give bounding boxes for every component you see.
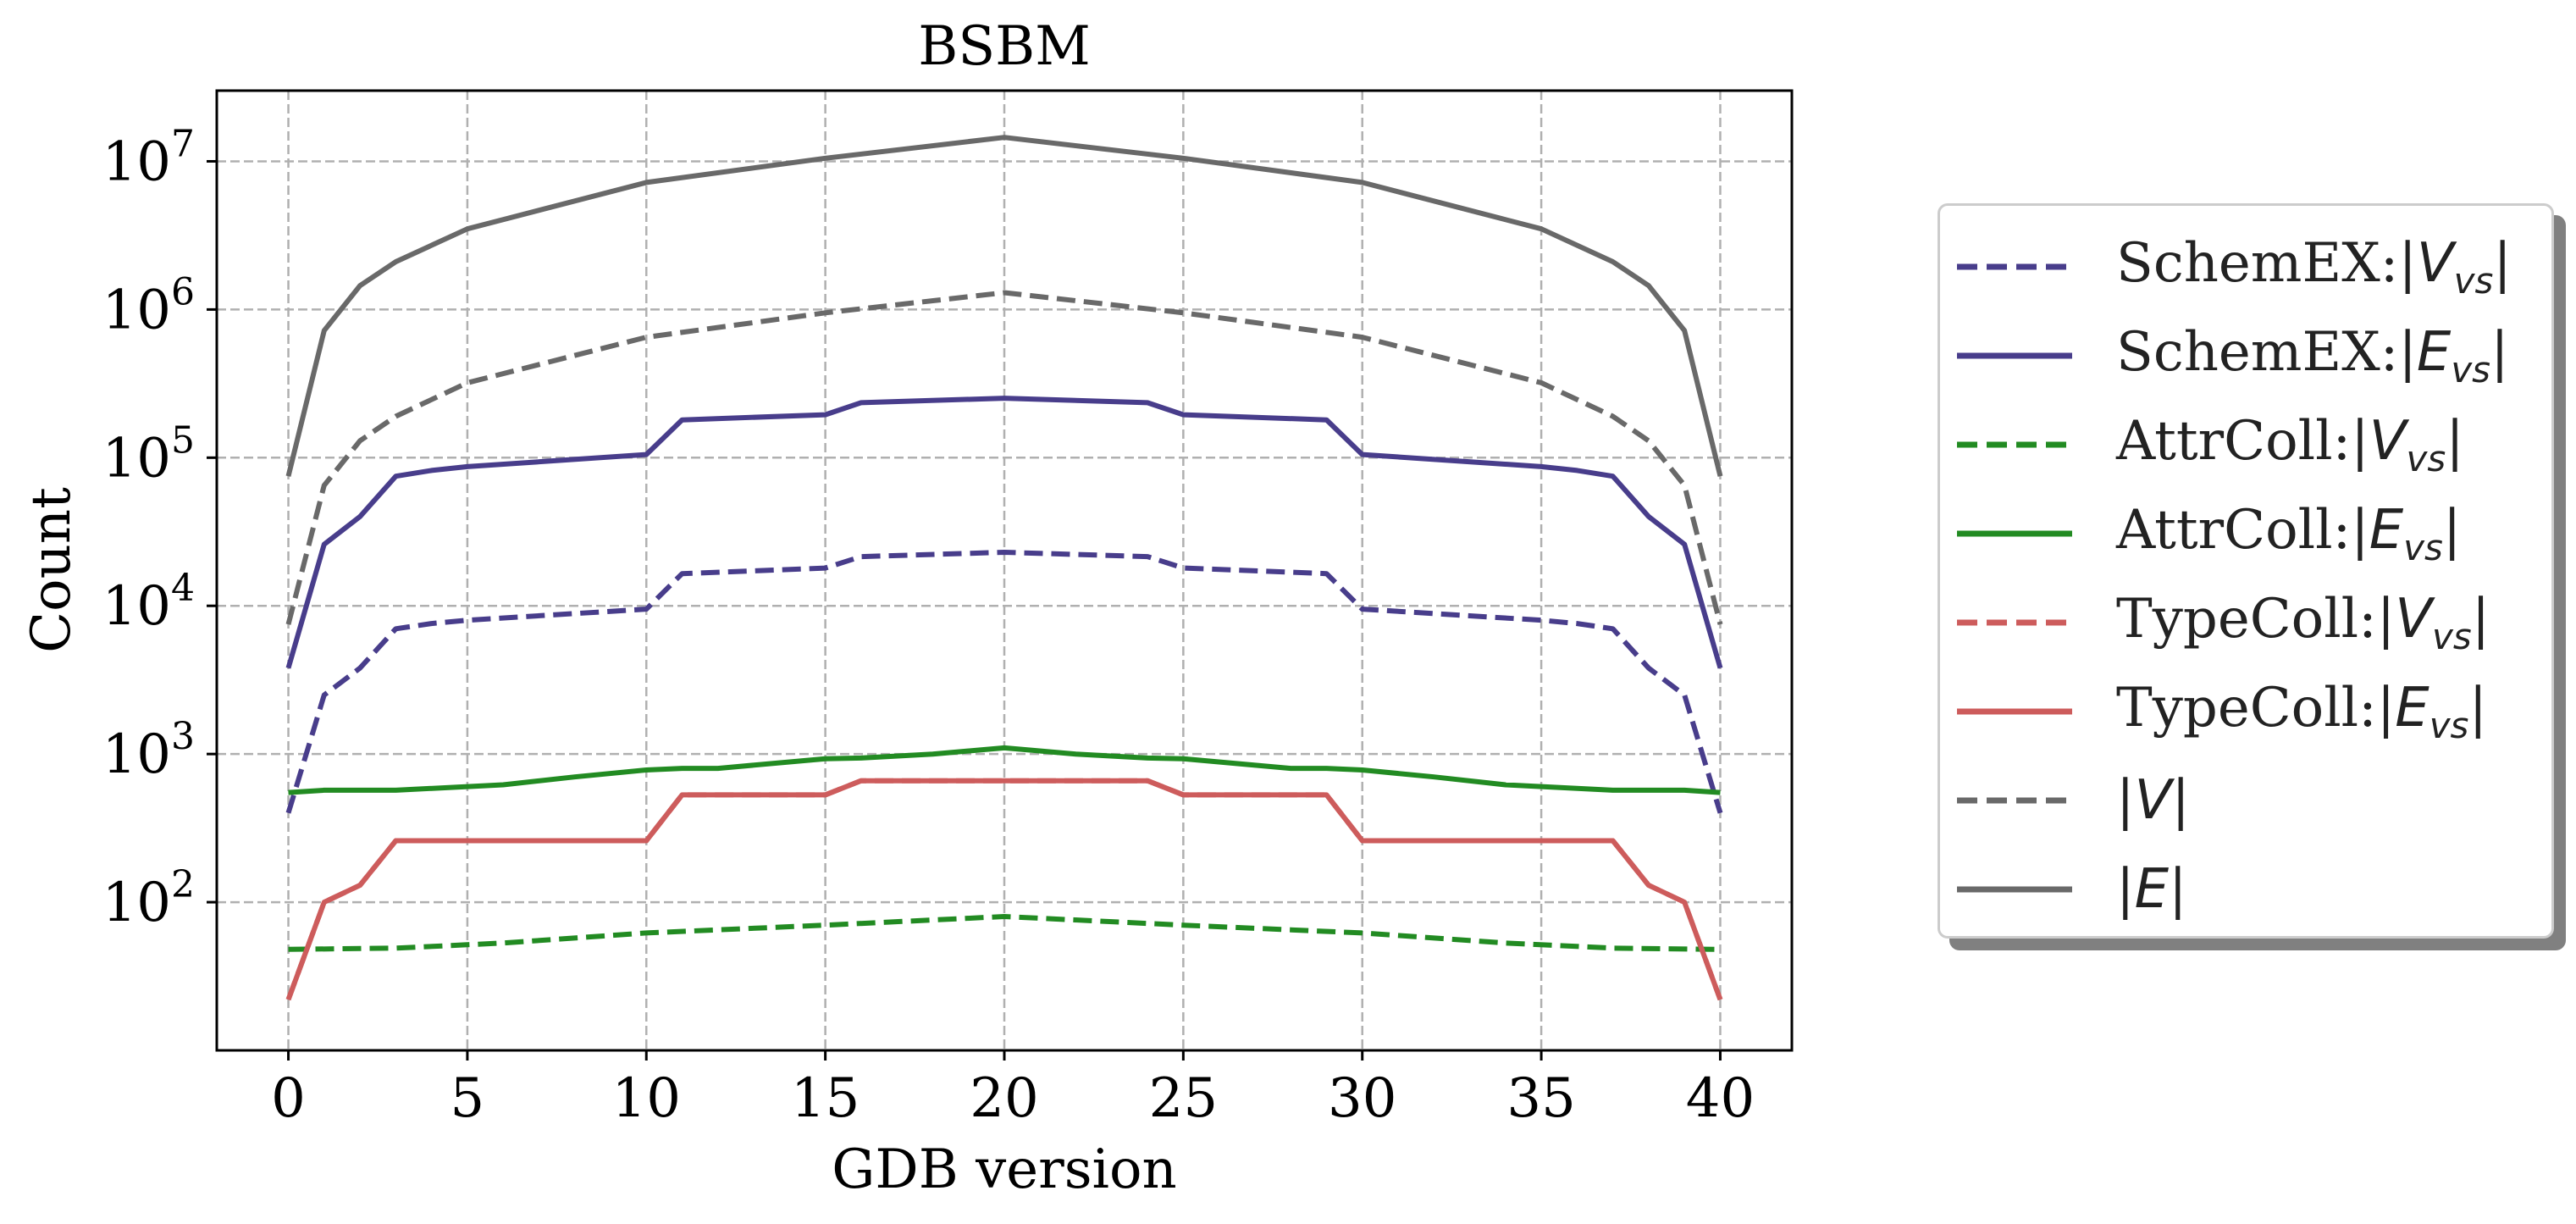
series-line-5 <box>285 778 1723 1001</box>
legend-label-subscript: vs <box>2451 348 2491 390</box>
x-tick-label: 30 <box>1328 1067 1396 1130</box>
legend-swatch <box>1957 886 2072 893</box>
y-axis-label: Count <box>20 487 83 653</box>
legend-label: |E| <box>2116 858 2187 921</box>
legend-item: TypeColl:|Vvs| <box>1955 580 2490 665</box>
series-lines <box>285 135 1723 1001</box>
x-tick-label: 25 <box>1149 1067 1218 1130</box>
y-tick-label: 107 <box>102 122 195 193</box>
legend-swatch <box>1957 619 2072 626</box>
legend-label: TypeColl:|Evs| <box>2116 677 2487 746</box>
legend-label-variable: V <box>2369 410 2407 474</box>
y-tick-exponent: 4 <box>171 567 195 610</box>
y-tick-base: 10 <box>102 279 171 341</box>
legend-item: SchemEX:|Evs| <box>1955 313 2509 398</box>
legend-item: |E| <box>1955 847 2187 932</box>
y-tick-base: 10 <box>102 427 171 490</box>
legend-item: |V| <box>1955 758 2190 843</box>
series-line-6 <box>285 290 1723 625</box>
y-tick-exponent: 7 <box>171 122 195 165</box>
legend-label-prefix: TypeColl: <box>2116 588 2377 651</box>
chart-title: BSBM <box>918 15 1090 78</box>
legend-item: SchemEX:|Vvs| <box>1955 224 2512 309</box>
series-line-0 <box>285 550 1723 814</box>
legend-label: TypeColl:|Vvs| <box>2116 588 2490 657</box>
series-line-2 <box>288 914 1721 952</box>
x-tick-label: 5 <box>451 1067 485 1130</box>
y-tick-label: 104 <box>102 567 195 638</box>
legend-label-variable: E <box>2416 321 2452 385</box>
legend-label-prefix: SchemEX: <box>2116 321 2399 385</box>
y-tick-label: 105 <box>102 418 195 490</box>
legend-label: AttrColl:|Vvs| <box>2116 410 2464 479</box>
x-axis-label: GDB version <box>832 1138 1177 1201</box>
y-tick-exponent: 6 <box>171 270 195 313</box>
legend-swatch <box>1957 530 2072 537</box>
legend-label-variable: V <box>2416 232 2454 296</box>
x-tick-label: 35 <box>1506 1067 1575 1130</box>
legend-swatch <box>1957 263 2072 270</box>
legend-label: SchemEX:|Evs| <box>2116 321 2509 390</box>
y-tick-base: 10 <box>102 872 171 934</box>
legend-label-subscript: vs <box>2429 704 2469 746</box>
x-tick-label: 10 <box>612 1067 681 1130</box>
y-tick-base: 10 <box>102 130 171 193</box>
y-tick-label: 103 <box>102 715 195 786</box>
legend-label-subscript: vs <box>2432 615 2472 657</box>
legend-label-variable: V <box>2134 769 2172 832</box>
y-tick-exponent: 5 <box>171 418 195 462</box>
legend-label-variable: V <box>2395 588 2433 651</box>
legend-label-prefix: AttrColl: <box>2116 410 2352 474</box>
y-tick-label: 102 <box>102 863 195 934</box>
x-tick-label: 20 <box>970 1067 1038 1130</box>
legend-label-prefix: TypeColl: <box>2116 677 2377 740</box>
legend-swatch <box>1957 352 2072 359</box>
legend-label-prefix: SchemEX: <box>2116 232 2399 296</box>
legend: SchemEX:|Vvs| SchemEX:|Evs| AttrColl:|Vvs|… <box>1938 203 2554 939</box>
series-line-7 <box>285 135 1723 477</box>
y-tick-base: 10 <box>102 575 171 638</box>
series-line-1 <box>285 396 1723 669</box>
legend-swatch <box>1957 441 2072 448</box>
x-tick-label: 15 <box>791 1067 860 1130</box>
legend-label: SchemEX:|Vvs| <box>2116 232 2512 302</box>
y-tick-exponent: 2 <box>171 863 195 906</box>
y-tick-exponent: 3 <box>171 715 195 758</box>
legend-label-prefix: AttrColl: <box>2116 499 2352 562</box>
legend-swatch <box>1957 708 2072 715</box>
legend-label: AttrColl:|Evs| <box>2116 499 2462 568</box>
legend-label-subscript: vs <box>2403 526 2443 568</box>
y-tick-label: 106 <box>102 270 195 341</box>
series-line-3 <box>288 745 1721 795</box>
legend-swatch <box>1957 797 2072 804</box>
legend-item: TypeColl:|Evs| <box>1955 669 2487 754</box>
legend-item: AttrColl:|Evs| <box>1955 491 2461 576</box>
legend-label-subscript: vs <box>2453 259 2494 302</box>
legend-item: AttrColl:|Vvs| <box>1955 402 2464 487</box>
x-tick-label: 0 <box>271 1067 306 1130</box>
y-tick-base: 10 <box>102 723 171 786</box>
x-tick-label: 40 <box>1686 1067 1755 1130</box>
legend-label-variable: E <box>2134 858 2169 921</box>
legend-label: |V| <box>2116 769 2190 832</box>
legend-label-subscript: vs <box>2406 437 2446 479</box>
legend-label-variable: E <box>2395 677 2430 740</box>
legend-label-variable: E <box>2369 499 2404 562</box>
